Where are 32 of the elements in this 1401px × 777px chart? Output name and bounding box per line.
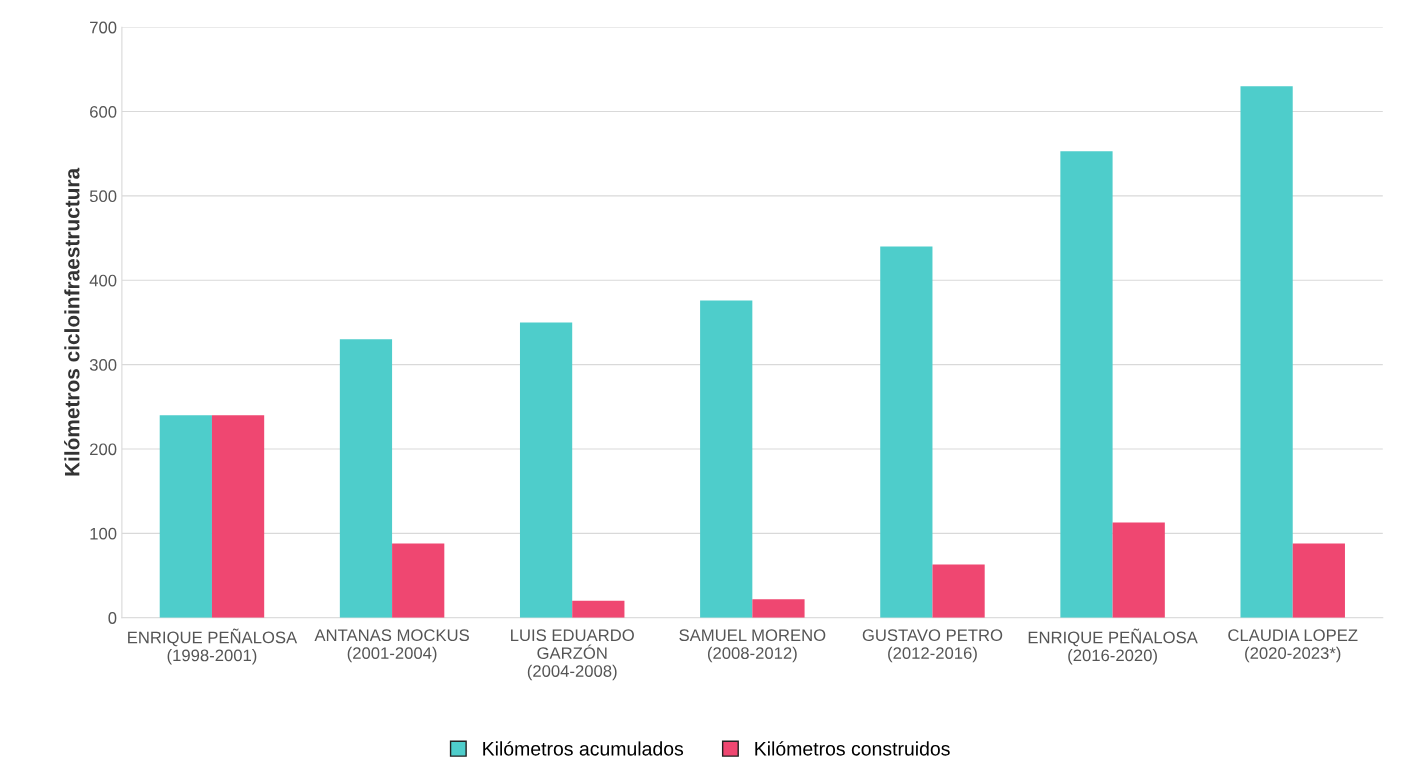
bar: [1240, 86, 1293, 618]
bar: [392, 543, 445, 618]
x-tick-label: ENRIQUE PEÑALOSA (1998-2001): [128, 628, 298, 665]
bar: [159, 415, 212, 618]
y-tick-label: 300: [89, 359, 117, 371]
y-tick-label: 0: [108, 612, 117, 624]
bar: [572, 600, 625, 618]
y-tick-label: 400: [89, 274, 117, 287]
x-tick-label: GUSTAVO PETRO (2012-2016): [862, 629, 1003, 663]
bar: [1060, 151, 1113, 618]
y-tick-label: 200: [90, 443, 117, 456]
x-tick-label: ANTANAS MOCKUS (2001-2004): [314, 629, 469, 663]
bar: [700, 300, 753, 618]
x-tick-label: SAMUEL MORENO (2008-2012): [679, 629, 826, 663]
bar: [519, 322, 573, 618]
bar: [1112, 522, 1165, 618]
bar: [339, 339, 393, 618]
x-tick-label: CLAUDIA LOPEZ (2020-2023*): [1228, 629, 1358, 663]
bar: [880, 246, 933, 618]
y-tick-label: 100: [90, 527, 117, 540]
y-axis-title: Kilómetros cicloinfraestructura: [64, 167, 80, 476]
bar: [752, 599, 805, 618]
legend-label: Kilómetros acumulados: [483, 741, 684, 756]
legend-label: Kilómetros construidos: [755, 741, 950, 756]
bar: [211, 415, 265, 618]
x-tick-label: ENRIQUE PEÑALOSA (2016-2020): [1028, 628, 1198, 665]
bar: [1292, 543, 1345, 618]
bar: [932, 564, 985, 618]
y-tick-label: 700: [90, 21, 117, 34]
x-tick-label: LUIS EDUARDO GARZÓN (2004-2008): [511, 629, 634, 681]
y-tick-label: 600: [90, 105, 117, 118]
y-tick-label: 500: [89, 190, 117, 203]
